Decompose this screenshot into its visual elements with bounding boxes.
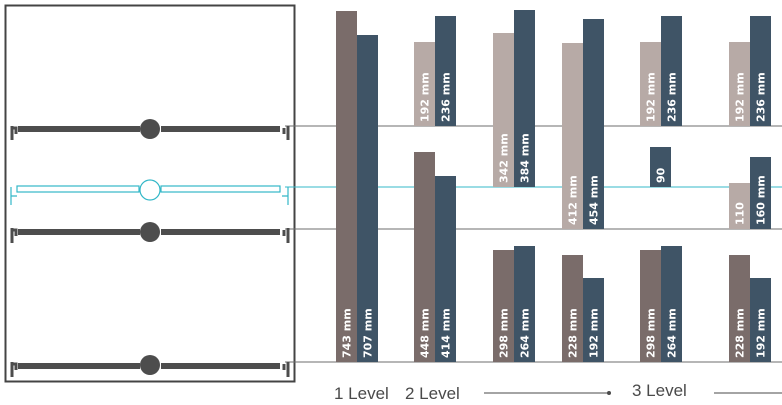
bar-228-mm [729, 255, 750, 362]
level-2-span-end-dot [607, 391, 611, 395]
bar-707-mm [357, 35, 378, 362]
shelf-rail-middle [10, 222, 290, 243]
bar-value-label: 448 mm [419, 308, 432, 358]
bar-414-mm [435, 176, 456, 362]
bar-value-label: 236 mm [755, 72, 768, 122]
bar-value-label: 192 mm [755, 308, 768, 358]
bar-value-label: 110 [734, 202, 747, 225]
bar-value-label: 160 mm [755, 175, 768, 225]
bar-value-label: 236 mm [666, 72, 679, 122]
bar-90 [650, 147, 671, 187]
bar-236-mm [750, 16, 771, 126]
shelf-rail-top [10, 119, 290, 140]
bar-value-label: 90 [655, 167, 668, 183]
bar-743-mm [336, 11, 357, 362]
bar-264-mm [661, 246, 682, 362]
bar-228-mm [562, 255, 583, 362]
shelf-knob-icon [140, 119, 160, 139]
bar-192-mm [729, 42, 750, 126]
shelf-knob-icon [140, 355, 160, 375]
bar-value-label: 454 mm [588, 175, 601, 225]
bar-value-label: 192 mm [588, 308, 601, 358]
bar-192-mm [583, 278, 604, 362]
shelf-knob-icon [140, 222, 160, 242]
bar-298-mm [640, 250, 661, 362]
bar-value-label: 414 mm [440, 308, 453, 358]
bar-236-mm [661, 16, 682, 126]
bar-342-mm [493, 33, 514, 187]
bar-value-label: 228 mm [567, 308, 580, 358]
bar-value-label: 192 mm [734, 72, 747, 122]
bar-412-mm [562, 43, 583, 229]
bar-value-label: 707 mm [362, 308, 375, 358]
bar-236-mm [435, 16, 456, 126]
bar-value-label: 743 mm [341, 308, 354, 358]
bar-value-label: 298 mm [498, 308, 511, 358]
bar-192-mm [750, 278, 771, 362]
bar-264-mm [514, 246, 535, 362]
shelf-knob-outline-icon [139, 179, 161, 201]
bar-448-mm [414, 152, 435, 362]
level-label-1: 1 Level [334, 384, 389, 403]
level-labels: 1 Level 2 Level 3 Level [334, 381, 782, 403]
bar-value-label: 236 mm [440, 72, 453, 122]
shelf-rail-highlight [10, 179, 289, 205]
cabinet-frame [4, 4, 296, 383]
shelf-rail-bottom [10, 355, 290, 377]
bar-value-label: 192 mm [419, 72, 432, 122]
bar-value-label: 342 mm [498, 133, 511, 183]
bar-value-label: 412 mm [567, 175, 580, 225]
bar-value-label: 228 mm [734, 308, 747, 358]
bar-298-mm [493, 250, 514, 362]
bar-value-label: 298 mm [645, 308, 658, 358]
bar-454-mm [583, 19, 604, 229]
bar-value-label: 264 mm [666, 308, 679, 358]
bar-value-label: 192 mm [645, 72, 658, 122]
bar-value-label: 384 mm [519, 133, 532, 183]
bar-value-label: 264 mm [519, 308, 532, 358]
bar-192-mm [640, 42, 661, 126]
bar-groups: 743 mm 707 mm 192 mm 236 mm 448 mm 414 mm 342 … [336, 10, 771, 362]
level-label-2: 2 Level [405, 384, 460, 403]
level-label-3: 3 Level [632, 381, 687, 400]
bar-192-mm [414, 42, 435, 126]
bar-110 [729, 183, 750, 229]
bar-160-mm [750, 157, 771, 229]
bar-384-mm [514, 10, 535, 187]
